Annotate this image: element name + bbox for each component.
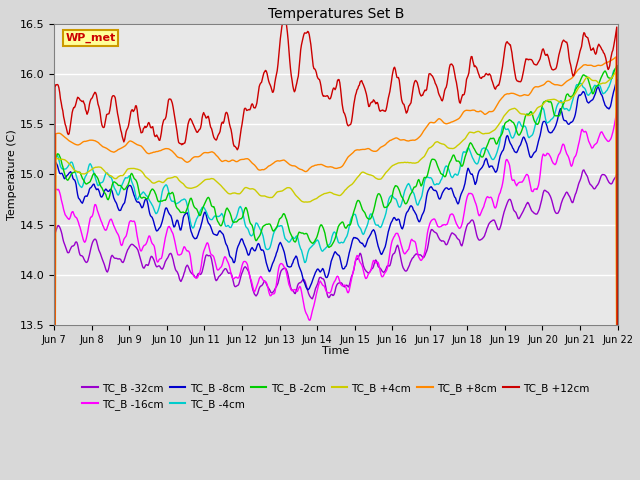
TC_B -8cm [382,240,390,246]
Line: TC_B -32cm: TC_B -32cm [54,170,618,480]
TC_B -16cm [562,148,570,154]
TC_B -32cm [174,270,182,276]
TC_B -8cm [174,218,182,224]
TC_B -2cm [613,62,621,68]
Line: TC_B +8cm: TC_B +8cm [54,57,618,480]
TC_B +12cm [328,90,336,96]
TC_B +8cm [438,117,445,123]
Y-axis label: Temperature (C): Temperature (C) [7,129,17,220]
TC_B -2cm [174,206,182,212]
TC_B -4cm [327,238,335,243]
TC_B +4cm [198,180,206,185]
TC_B -32cm [562,190,570,196]
TC_B -32cm [327,292,335,298]
TC_B -2cm [327,243,335,249]
TC_B -4cm [613,64,621,70]
TC_B -8cm [327,258,335,264]
TC_B +12cm [174,135,182,141]
TC_B +12cm [563,39,570,45]
TC_B +8cm [198,151,206,157]
TC_B -4cm [174,200,182,206]
Line: TC_B -16cm: TC_B -16cm [54,111,618,480]
TC_B -2cm [438,171,445,177]
TC_B -32cm [580,167,588,173]
Line: TC_B +4cm: TC_B +4cm [54,72,618,480]
TC_B +12cm [280,17,288,23]
TC_B -32cm [382,266,390,272]
TC_B -16cm [438,223,445,229]
X-axis label: Time: Time [323,347,349,357]
TC_B -16cm [382,269,390,275]
Legend: TC_B -32cm, TC_B -16cm, TC_B -8cm, TC_B -4cm, TC_B -2cm, TC_B +4cm, TC_B +8cm, T: TC_B -32cm, TC_B -16cm, TC_B -8cm, TC_B … [78,379,594,414]
TC_B +4cm [174,176,182,181]
TC_B +12cm [198,115,206,121]
Line: TC_B -4cm: TC_B -4cm [54,67,618,480]
TC_B -2cm [562,94,570,99]
TC_B -2cm [382,204,390,210]
Title: Temperatures Set B: Temperatures Set B [268,7,404,21]
TC_B +4cm [438,141,445,147]
TC_B -2cm [198,207,206,213]
Line: TC_B -2cm: TC_B -2cm [54,65,618,480]
TC_B -4cm [438,177,445,182]
TC_B -32cm [198,269,206,275]
TC_B -16cm [174,252,182,258]
TC_B -16cm [198,257,206,263]
TC_B +8cm [382,141,390,147]
Text: WP_met: WP_met [65,33,116,43]
TC_B -32cm [438,238,445,244]
TC_B -8cm [562,118,570,123]
TC_B -16cm [327,288,335,294]
TC_B +4cm [382,169,390,175]
TC_B -16cm [613,108,621,114]
TC_B +8cm [562,79,570,85]
TC_B +4cm [562,98,570,104]
TC_B +12cm [438,98,446,104]
TC_B +4cm [327,190,335,195]
TC_B -4cm [562,106,570,111]
TC_B -8cm [438,192,445,198]
Line: TC_B +12cm: TC_B +12cm [54,20,618,480]
TC_B +8cm [612,54,620,60]
TC_B +8cm [174,154,182,160]
TC_B -8cm [613,77,621,83]
Line: TC_B -8cm: TC_B -8cm [54,80,618,480]
TC_B +8cm [327,164,335,170]
TC_B +12cm [383,104,390,110]
TC_B -8cm [198,218,206,224]
TC_B +4cm [612,70,620,75]
TC_B -4cm [382,210,390,216]
TC_B -4cm [198,204,206,210]
